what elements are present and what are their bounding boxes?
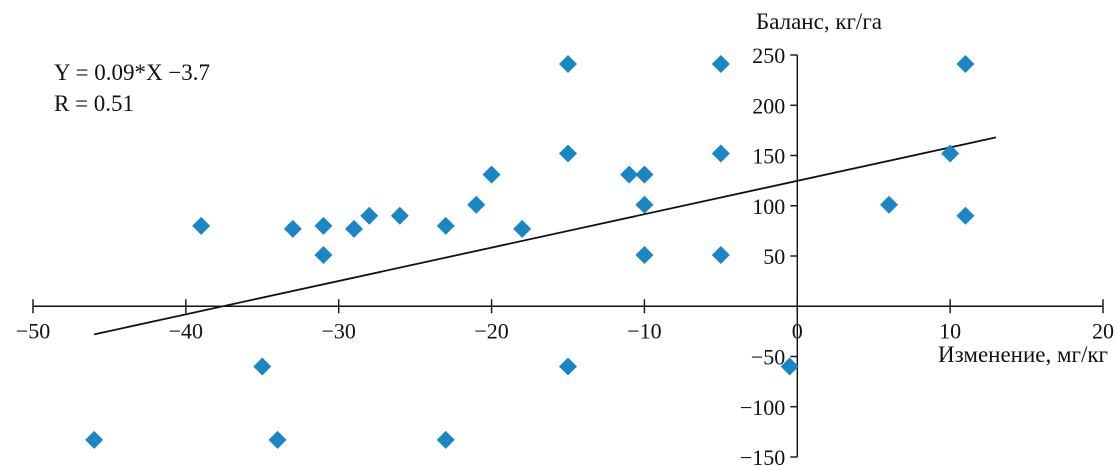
data-point (345, 219, 363, 238)
x-tick-label: 20 (1092, 318, 1114, 343)
y-tick-label: 150 (752, 144, 785, 169)
data-point (559, 144, 577, 163)
data-point (436, 430, 455, 449)
data-point (559, 55, 577, 74)
x-tick-label: −40 (169, 318, 203, 343)
data-point (711, 245, 730, 264)
data-point (559, 357, 577, 376)
x-tick-label: 0 (792, 318, 803, 343)
x-axis-title: Изменение, мг/кг (938, 342, 1108, 367)
data-point (467, 195, 486, 214)
y-axis-title: Баланс, кг/га (756, 9, 882, 34)
data-point (780, 357, 799, 376)
data-point (314, 245, 333, 264)
data-point (482, 165, 501, 184)
data-point (711, 144, 730, 163)
data-points (85, 55, 975, 449)
y-ticks: −150 −100 −50 50 100 150 200 250 (740, 43, 798, 466)
data-point (513, 219, 532, 238)
y-tick-label: 250 (752, 43, 785, 68)
x-tick-label: −50 (16, 318, 50, 343)
data-point (268, 430, 287, 449)
y-tick-label: 200 (752, 93, 785, 118)
y-tick-label: 50 (763, 244, 785, 269)
data-point (436, 216, 455, 235)
x-tick-label: −30 (322, 318, 356, 343)
data-point (283, 219, 302, 238)
axes-layer (33, 55, 1103, 457)
data-point (635, 165, 654, 184)
y-tick-label: −100 (740, 395, 785, 420)
y-tick-label: −150 (740, 445, 785, 466)
y-tick-label: 100 (752, 194, 785, 219)
data-point (941, 144, 960, 163)
data-point (192, 216, 211, 235)
correlation-r: R = 0.51 (54, 91, 134, 116)
data-point (880, 195, 898, 214)
data-point (360, 206, 379, 225)
x-tick-label: 10 (939, 318, 961, 343)
x-tick-label: −20 (474, 318, 508, 343)
regression-equation: Y = 0.09*X −3.7 (54, 60, 210, 85)
data-point (390, 206, 409, 225)
data-point (711, 55, 730, 74)
data-point (956, 206, 975, 225)
data-point (956, 55, 975, 74)
x-ticks: −50 −40 −30 −20 −10 0 10 20 (16, 299, 1114, 343)
trend-layer (93, 136, 997, 336)
x-tick-label: −10 (627, 318, 661, 343)
regression-line (93, 136, 997, 336)
y-tick-label: −50 (751, 345, 785, 370)
data-point (253, 357, 272, 376)
data-point (635, 245, 654, 264)
data-point (620, 165, 639, 184)
data-point (85, 430, 104, 449)
data-point (635, 195, 654, 214)
data-point (314, 216, 333, 235)
